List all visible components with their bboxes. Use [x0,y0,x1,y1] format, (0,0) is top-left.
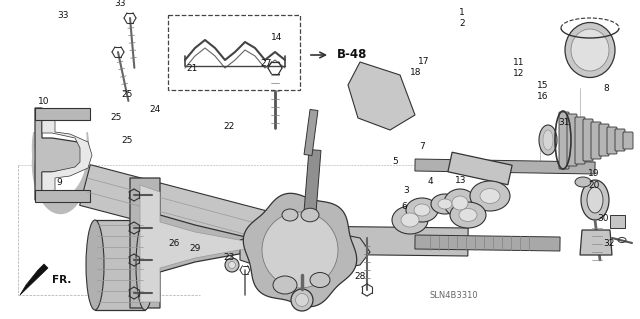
Text: 15: 15 [537,81,548,90]
Polygon shape [20,264,48,295]
FancyBboxPatch shape [583,119,593,161]
Text: 21: 21 [186,64,198,73]
Ellipse shape [310,272,330,287]
FancyBboxPatch shape [567,114,577,166]
Polygon shape [290,226,468,256]
Ellipse shape [450,202,486,228]
Ellipse shape [587,187,603,213]
Polygon shape [140,185,285,302]
Text: SLN4B3310: SLN4B3310 [430,291,479,300]
Text: 4: 4 [428,177,433,186]
Text: 1: 1 [460,8,465,17]
Text: 20: 20 [588,181,600,190]
Ellipse shape [444,189,476,217]
Polygon shape [348,62,415,130]
Ellipse shape [431,194,459,214]
Polygon shape [243,193,356,307]
Text: 25: 25 [121,90,132,99]
Text: FR.: FR. [52,275,72,285]
FancyBboxPatch shape [599,124,609,156]
Polygon shape [79,165,300,260]
Text: 25: 25 [121,136,132,145]
Ellipse shape [296,293,308,307]
Polygon shape [448,152,512,185]
Text: 14: 14 [271,33,282,42]
Ellipse shape [438,199,452,209]
Text: 12: 12 [513,69,524,78]
Polygon shape [262,212,338,288]
Text: 30: 30 [597,214,609,223]
Polygon shape [415,159,595,174]
Polygon shape [35,108,90,120]
Polygon shape [42,115,92,193]
Polygon shape [580,230,612,255]
Ellipse shape [301,208,319,222]
Text: 22: 22 [223,122,235,130]
FancyBboxPatch shape [559,112,569,169]
Polygon shape [304,109,318,156]
Text: 26: 26 [168,239,180,248]
Text: 33: 33 [115,0,126,8]
Text: 29: 29 [189,244,201,253]
Text: 28: 28 [354,272,365,281]
Polygon shape [95,220,145,310]
Text: 11: 11 [513,58,524,67]
FancyBboxPatch shape [591,122,601,159]
Ellipse shape [273,276,297,294]
Text: 3: 3 [404,186,409,195]
Polygon shape [130,178,295,308]
FancyBboxPatch shape [607,127,617,154]
Ellipse shape [581,180,609,220]
Text: 31: 31 [559,118,570,127]
Ellipse shape [228,262,236,269]
Ellipse shape [86,220,104,310]
Polygon shape [35,108,85,200]
Polygon shape [240,228,370,275]
Text: 32: 32 [604,239,615,248]
Polygon shape [610,215,625,228]
Text: 7: 7 [420,142,425,151]
Ellipse shape [452,196,468,210]
FancyBboxPatch shape [615,129,625,151]
Text: 23: 23 [223,253,235,262]
FancyBboxPatch shape [575,117,585,164]
Ellipse shape [565,23,615,78]
Ellipse shape [136,220,154,310]
Text: 13: 13 [455,176,467,185]
Ellipse shape [459,209,477,221]
Text: 27: 27 [260,59,271,68]
Text: 16: 16 [537,92,548,101]
Text: 24: 24 [149,105,161,114]
Ellipse shape [225,258,239,272]
Text: 33: 33 [57,11,68,20]
Ellipse shape [480,189,500,204]
Text: 2: 2 [460,19,465,28]
Text: B-48: B-48 [337,48,367,62]
Ellipse shape [392,206,428,234]
Text: 6: 6 [402,202,407,211]
Ellipse shape [539,125,557,155]
Ellipse shape [470,181,510,211]
Text: 17: 17 [418,57,429,66]
Ellipse shape [291,289,313,311]
Polygon shape [35,190,90,202]
Polygon shape [304,150,321,212]
Ellipse shape [571,29,609,71]
Text: 5: 5 [393,157,398,166]
Text: 8: 8 [604,84,609,93]
FancyBboxPatch shape [623,132,633,149]
Ellipse shape [406,198,438,222]
Text: 9: 9 [57,178,62,187]
Ellipse shape [282,209,298,221]
Ellipse shape [414,204,430,216]
Text: 25: 25 [111,113,122,122]
Text: 10: 10 [38,97,49,106]
Text: 18: 18 [410,68,422,77]
Ellipse shape [575,177,591,187]
FancyBboxPatch shape [168,15,300,90]
Ellipse shape [543,130,553,150]
Text: 19: 19 [588,169,600,178]
Polygon shape [415,235,560,251]
Ellipse shape [401,213,419,227]
